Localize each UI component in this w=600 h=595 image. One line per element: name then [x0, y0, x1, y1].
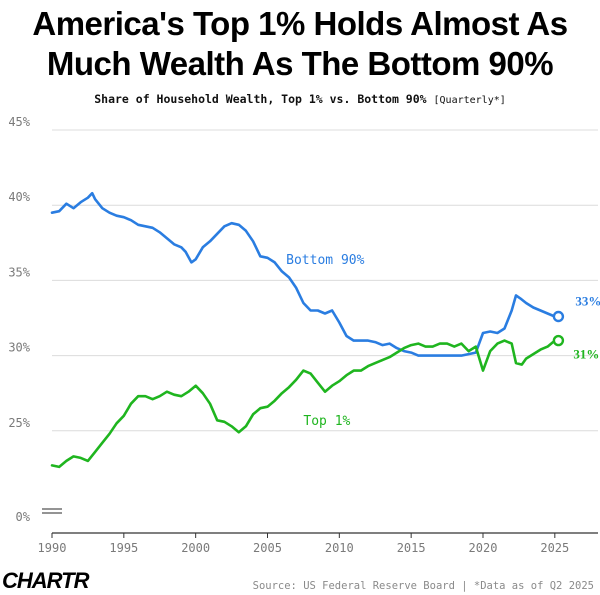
x-tick-label: 1990 [38, 541, 67, 555]
series-label: Top 1% [303, 414, 350, 429]
y-tick-label: 45% [8, 115, 30, 129]
y-tick-label: 40% [8, 190, 30, 204]
chartr-logo: CHARTR [2, 568, 89, 593]
x-tick-label: 2015 [397, 541, 426, 555]
x-tick-label: 2010 [325, 541, 354, 555]
end-value-label: 33% [575, 293, 600, 308]
chart-subtitle: Share of Household Wealth, Top 1% vs. Bo… [0, 92, 600, 106]
y-tick-label: 0% [16, 510, 31, 524]
x-tick-label: 2000 [181, 541, 210, 555]
x-tick-label: 2025 [540, 541, 569, 555]
y-tick-label: 25% [8, 416, 30, 430]
y-tick-label: 35% [8, 265, 30, 279]
series-line-top-1 [50, 339, 560, 469]
x-tick-label: 2020 [469, 541, 498, 555]
title-line-1: America's Top 1% Holds Almost As [32, 5, 568, 42]
chart-title: America's Top 1% Holds Almost As Much We… [0, 4, 600, 84]
x-tick-label: 2005 [253, 541, 282, 555]
series-label: Bottom 90% [286, 253, 364, 268]
series-line-bottom-90 [50, 191, 560, 357]
end-point-marker [552, 310, 565, 323]
subtitle-text: Share of Household Wealth, Top 1% vs. Bo… [94, 92, 427, 106]
end-point-marker [552, 334, 565, 347]
x-tick-label: 1995 [109, 541, 138, 555]
end-value-label: 31% [573, 347, 599, 362]
subtitle-note: [Quarterly*] [433, 95, 506, 106]
source-note: Source: US Federal Reserve Board | *Data… [252, 580, 594, 592]
y-tick-label: 30% [8, 341, 30, 355]
title-line-2: Much Wealth As The Bottom 90% [46, 45, 554, 82]
